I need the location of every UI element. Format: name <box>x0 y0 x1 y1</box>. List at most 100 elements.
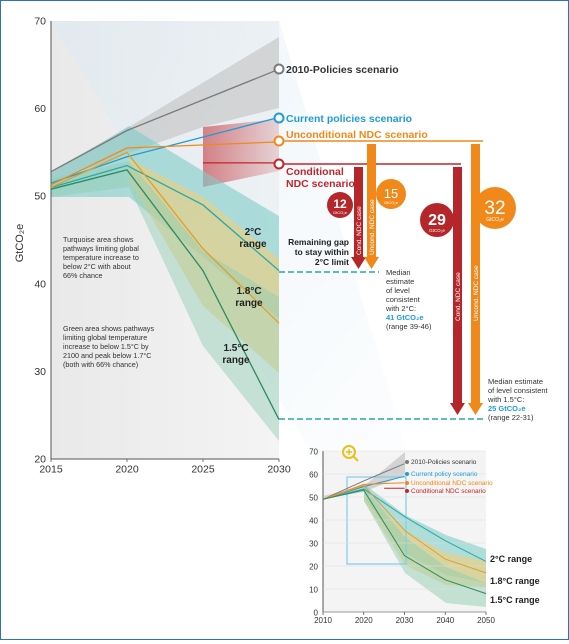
x-tick-label: 2030 <box>267 464 291 476</box>
inset-gridlines <box>323 450 486 613</box>
gap-value: 15 <box>384 186 398 201</box>
gap-label-line: 2°C limit <box>315 257 349 267</box>
median-value: 25 GtCO₂e <box>488 404 526 413</box>
range-label-15c: 1.5°C <box>223 343 248 354</box>
inset-range-label: 1.5°C range <box>490 595 540 605</box>
turquoise-note: Turquoise area shows pathways limiting g… <box>63 235 139 280</box>
scenario-bands <box>51 37 279 441</box>
gap-bar-label: Cond. NDC case <box>455 272 462 321</box>
y-tick-label: 20 <box>34 454 46 466</box>
x-tick-label: 2010 <box>314 616 332 625</box>
range-label-15c: range <box>222 355 250 366</box>
inset-series-lines <box>322 463 487 595</box>
y-tick-label: 70 <box>34 16 46 28</box>
band-conditional-ndc <box>203 119 279 187</box>
series-lines <box>50 68 280 420</box>
median-line: estimate <box>386 277 414 286</box>
median-line: with 1.5°C: <box>487 395 524 404</box>
median-line: consistent <box>386 295 421 304</box>
inset-x-tick-labels: 2010 2020 2030 2040 2050 <box>314 612 495 625</box>
band-15c <box>51 161 279 441</box>
series-line-1-5-c-range <box>50 169 280 420</box>
x-tick-label: 2040 <box>436 616 454 625</box>
green-note: Green area shows pathways limiting globa… <box>63 324 154 369</box>
series-line-2010-policies-scenario <box>322 463 405 500</box>
label-current-policies: Current policies scenario <box>286 113 412 125</box>
label-2010-policies: 2010-Policies scenario <box>286 64 399 76</box>
series-line-1-8-c-range <box>322 484 487 574</box>
label-cond-ndc-2: NDC scenario <box>286 178 355 190</box>
y-tick-label: 20 <box>309 563 318 572</box>
legend-item: Current policy scenario <box>411 471 478 478</box>
median-value: 41 GtCO₂e <box>386 313 424 322</box>
y-tick-label: 50 <box>34 191 46 203</box>
note-line: Green area shows pathways <box>63 324 154 333</box>
gap-arrow-cond-15c: Cond. NDC case <box>450 167 465 415</box>
gap-arrow-cond-2c: Cond. NDC case <box>351 167 366 269</box>
note-line: 2100 and peak below 1.7°C <box>63 351 151 360</box>
inset-zoom-box <box>346 476 407 565</box>
note-line: pathways limiting global <box>63 244 139 253</box>
zoom-icon[interactable] <box>342 445 359 462</box>
x-tick-label: 2025 <box>191 464 215 476</box>
median-line: of level consistent <box>488 386 549 395</box>
inset-range-label: 1.8°C range <box>490 576 540 586</box>
series-line-unconditional-ndc-scenario <box>50 141 280 186</box>
y-tick-label: 40 <box>34 278 46 290</box>
series-line-2-c-range <box>50 164 280 272</box>
remaining-gap-label: Remaining gap to stay within 2°C limit <box>288 237 349 267</box>
inset-band-15c <box>364 487 486 607</box>
y-tick-label: 10 <box>309 586 318 595</box>
note-line: 66% chance <box>63 271 103 280</box>
x-tick-label: 2020 <box>355 616 373 625</box>
series-line-2-c-range <box>322 488 487 562</box>
range-label-2c: range <box>239 239 267 250</box>
series-line-current-policies-scenario <box>50 116 280 184</box>
range-label-2c: 2°C <box>245 227 262 238</box>
y-tick-label: 50 <box>309 494 318 503</box>
band-18c <box>129 159 279 373</box>
legend-item: Conditional NDC scenario <box>411 488 486 495</box>
gap-unit: GtCO₂e <box>333 210 348 215</box>
gap-unit: GtCO₂e <box>384 200 399 205</box>
x-tick-label: 2050 <box>477 616 495 625</box>
y-tick-label: 70 <box>309 448 318 457</box>
median-line: Median estimate <box>488 377 543 386</box>
gap-value: 12 <box>333 197 347 211</box>
y-tick-label: 40 <box>309 517 318 526</box>
gap-value: 29 <box>428 212 446 229</box>
gap-circle-32: 32 GtCO₂e <box>474 187 516 229</box>
note-line: (both with 66% chance) <box>63 360 138 369</box>
gap-value: 32 <box>484 198 505 219</box>
gap-circle-12: 12 GtCO₂e <box>327 192 353 218</box>
note-line: Turquoise area shows <box>63 235 134 244</box>
median-15c-note: Median estimate of level consistent with… <box>487 377 549 422</box>
median-line: with 2°C: <box>385 304 416 313</box>
series-line-2010-policies-scenario <box>50 68 280 173</box>
label-uncond-ndc: Unconditional NDC scenario <box>286 129 428 141</box>
gap-unit: GtCO₂e <box>429 228 445 233</box>
gap-unit: GtCO₂e <box>486 217 504 223</box>
y-tick-label: 30 <box>309 540 318 549</box>
y-tick-label: 30 <box>34 366 46 378</box>
endpoint-markers <box>273 63 285 170</box>
legend-item: Unconditional NDC scenario <box>411 480 493 487</box>
y-axis-label: GtCO₂e <box>14 224 26 263</box>
median-line: Median <box>386 268 411 277</box>
gap-bar-label: Cond. NDC case <box>356 206 363 255</box>
label-cond-ndc-1: Conditional <box>286 166 344 178</box>
gap-circle-15: 15 GtCO₂e <box>376 179 406 209</box>
median-range: (range 39-46) <box>386 322 432 331</box>
median-2c-note: Median estimate of level consistent with… <box>385 268 432 331</box>
gap-bar-label: Uncond. NDC case <box>473 265 480 321</box>
main-axes <box>50 21 279 460</box>
range-label-18c: 1.8°C <box>236 286 261 297</box>
note-line: increase to below 1.5°C by <box>63 342 149 351</box>
note-line: below 2°C with about <box>63 262 131 271</box>
legend-item: 2010-Policies scenario <box>411 459 477 466</box>
note-line: temperature increase to <box>63 253 139 262</box>
note-line: limiting global temperature <box>63 333 147 342</box>
